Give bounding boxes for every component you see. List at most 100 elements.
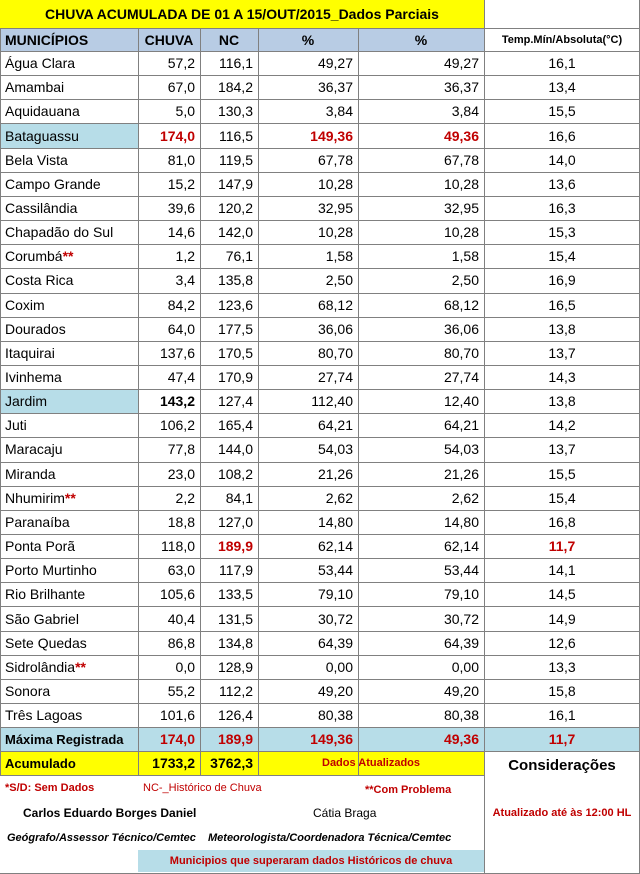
grid-hline — [0, 123, 640, 125]
sheet-title: CHUVA ACUMULADA DE 01 A 15/OUT/2015_Dado… — [0, 0, 484, 28]
municipality-label: Água Clara — [5, 55, 76, 72]
percent-2-value: 2,62 — [451, 489, 479, 506]
chuva-value: 77,8 — [167, 441, 195, 458]
max-row-nc: 189,9 — [217, 731, 253, 747]
municipality-name: Cassilândia — [0, 196, 138, 220]
chuva-value: 106,2 — [159, 417, 195, 434]
municipality-label: Maracaju — [5, 441, 63, 458]
municipality-label: Bela Vista — [5, 151, 68, 168]
nc-value: 108,2 — [217, 465, 253, 482]
grid-hline — [0, 558, 640, 560]
temp-value: 12,6 — [548, 634, 576, 651]
municipality-label: Costa Rica — [5, 272, 74, 289]
grid-hline — [0, 292, 640, 294]
chuva-value: 23,0 — [167, 465, 195, 482]
nc-value: 134,8 — [217, 634, 253, 651]
grid-hline — [0, 195, 640, 197]
temp-value: 16,3 — [548, 199, 576, 216]
temp-value: 13,6 — [548, 175, 576, 192]
temp-value: 13,3 — [548, 658, 576, 675]
municipality-name: Sonora — [0, 679, 138, 703]
municipality-name: Miranda — [0, 462, 138, 486]
grid-hline — [0, 171, 640, 173]
municipality-label: Miranda — [5, 465, 56, 482]
max-row-chuva: 174,0 — [159, 731, 195, 747]
temp-value: 15,3 — [548, 224, 576, 241]
grid-hline — [0, 727, 640, 729]
temp-value: 16,9 — [548, 272, 576, 289]
percent-2-value: 14,80 — [443, 513, 479, 530]
problem-marker: ** — [62, 248, 74, 265]
chuva-value: 81,0 — [167, 151, 195, 168]
municipality-name: Dourados — [0, 317, 138, 341]
percent-1-value: 149,36 — [310, 127, 353, 144]
nc-value: 130,3 — [217, 103, 253, 120]
temp-value: 15,5 — [548, 103, 576, 120]
percent-2-value: 0,00 — [451, 658, 479, 675]
grid-hline — [0, 75, 640, 77]
chuva-value: 5,0 — [175, 103, 195, 120]
nc-value: 119,5 — [219, 151, 253, 168]
municipality-name: Costa Rica — [0, 268, 138, 292]
percent-2-value: 27,74 — [443, 369, 479, 385]
municipality-label: Aquidauana — [5, 103, 80, 120]
municipality-name: Amambai — [0, 75, 138, 99]
role-2: Meteorologista/Coordenadora Técnica/Cemt… — [208, 832, 452, 844]
percent-1-value: 1,58 — [325, 248, 353, 265]
municipality-name: Corumbá ** — [0, 244, 138, 268]
percent-2-value: 49,27 — [443, 55, 479, 72]
municipality-name: Bela Vista — [0, 148, 138, 172]
grid-vline — [258, 28, 259, 775]
percent-2-value: 54,03 — [443, 441, 479, 458]
municipality-name: Coxim — [0, 293, 138, 317]
grid-hline — [0, 389, 640, 391]
chuva-value: 137,6 — [159, 344, 195, 361]
municipality-label: Ivinhema — [5, 369, 62, 385]
percent-1-value: 27,74 — [317, 369, 353, 385]
header-nc: NC — [200, 28, 258, 51]
max-row-temp: 11,7 — [548, 731, 576, 747]
chuva-value: 143,2 — [159, 393, 195, 410]
municipality-name: Rio Brilhante — [0, 582, 138, 606]
municipality-name: Três Lagoas — [0, 703, 138, 727]
grid-hline — [0, 461, 640, 463]
municipality-label: Corumbá — [5, 248, 63, 265]
header-percent-2: % — [358, 28, 484, 51]
temp-value: 16,1 — [548, 707, 576, 724]
percent-1-value: 10,28 — [317, 175, 353, 192]
header-percent-1: % — [258, 28, 358, 51]
temp-value: 13,8 — [548, 320, 576, 337]
temp-value: 14,0 — [548, 151, 576, 168]
grid-hline — [0, 485, 640, 487]
percent-2-value: 1,58 — [451, 248, 479, 265]
nc-value: 189,9 — [217, 538, 253, 555]
municipality-label: Ponta Porã — [5, 538, 76, 555]
percent-2-value: 21,26 — [443, 465, 479, 482]
grid-hline — [0, 534, 640, 535]
problem-note: **Com Problema — [365, 784, 452, 796]
percent-2-value: 32,95 — [443, 199, 479, 216]
municipality-name: Nhumirim ** — [0, 486, 138, 510]
municipality-label: Chapadão do Sul — [5, 224, 114, 241]
municipality-name: Itaquirai — [0, 341, 138, 365]
grid-hline — [0, 340, 640, 342]
percent-1-value: 2,50 — [325, 272, 353, 289]
municipality-label: Itaquirai — [5, 344, 55, 361]
considerations-heading: Considerações — [508, 756, 616, 774]
percent-1-value: 30,72 — [317, 610, 353, 627]
grid-hline — [0, 51, 640, 52]
grid-hline — [0, 703, 640, 705]
grid-vline — [358, 28, 359, 775]
updated-note: Atualizado até às 12:00 HL — [492, 807, 632, 819]
municipality-label: São Gabriel — [5, 610, 79, 627]
percent-1-value: 49,20 — [317, 682, 353, 699]
municipality-label: Bataguassu — [5, 127, 79, 144]
municipality-label: Coxim — [5, 296, 45, 313]
municipality-label: Juti — [5, 417, 27, 434]
nc-value: 116,1 — [219, 55, 253, 72]
role-1: Geógrafo/Assessor Técnico/Cemtec — [7, 832, 196, 844]
nc-value: 165,4 — [217, 417, 253, 434]
temp-value: 16,8 — [548, 513, 576, 530]
nc-value: 135,8 — [217, 272, 253, 289]
